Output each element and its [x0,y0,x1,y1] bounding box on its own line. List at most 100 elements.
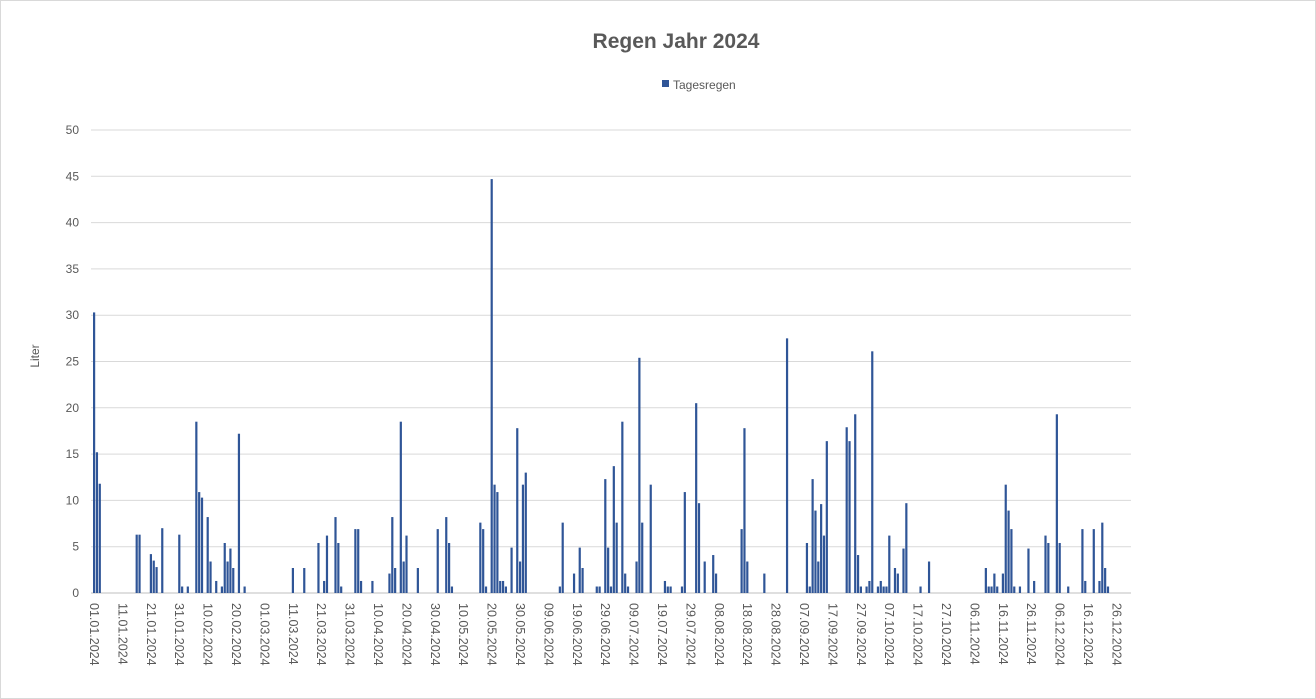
bar: 31.01: 6.3 [178,534,181,593]
bar: 31.05: 11.7 [521,484,525,593]
bar: 08.02: 10.3 [200,497,204,593]
x-tick-label: 20.05.2024 [485,603,499,666]
bar: 06.07: 2.1 [624,573,627,593]
bar: 13.11: 2.1 [993,573,996,593]
y-tick-label: 10 [66,493,80,507]
bar: 20.04: 6.2 [405,535,408,593]
bar: 03.08: 3.4 [703,561,706,593]
bar: 03.04: 6.9 [357,529,360,593]
bar: 22.11: 0.7 [1018,586,1022,593]
x-tick-label: 27.10.2024 [939,603,953,666]
bar: 15.09: 16.4 [825,441,828,593]
y-tick-label: 15 [66,447,80,461]
bar: 02.04: 6.9 [354,529,357,593]
bar: 10.10: 2.1 [896,573,899,593]
x-tick-label: 19.07.2024 [655,603,669,666]
bar: 20.07: 1.3 [663,580,667,593]
x-tick-label: 21.03.2024 [314,603,328,666]
x-tick-label: 27.09.2024 [854,603,868,666]
y-tick-label: 0 [72,586,79,600]
bar: 06.12: 5.4 [1058,542,1061,593]
bar: 14.12: 6.9 [1081,529,1084,593]
bar: 26.07: 0.7 [680,586,684,593]
bar: 19.02: 2.7 [232,567,235,593]
bar: 28.03: 0.7 [340,586,343,593]
bar: 06.05: 0.7 [450,586,454,593]
bar: 10.09: 12.3 [811,479,814,593]
chart-title: Regen Jahr 2024 [593,30,760,53]
bar: 18.08: 3.4 [746,561,749,593]
bar: 01.12: 6.2 [1044,535,1047,593]
bar: 07.07: 0.7 [626,586,630,593]
bar: 20.12: 1.3 [1098,580,1101,593]
y-tick-label: 30 [66,308,80,322]
bar: 25.11: 4.8 [1027,548,1030,593]
bar: 16.08: 6.9 [740,529,743,593]
bar: 11.03: 2.7 [291,567,294,593]
x-tick-label: 06.11.2024 [967,603,981,665]
bar: 22.09: 17.9 [845,427,848,593]
x-tick-label: 09.07.2024 [627,603,641,666]
bar: 30.06: 4.9 [607,547,610,593]
x-tick-label: 28.08.2024 [769,603,783,666]
bar: 12.07: 7.6 [641,522,644,593]
y-tick-label: 20 [66,401,80,415]
bar: 03.01: 11.8 [98,483,101,593]
bar: 10.02: 8.2 [206,517,209,593]
bar: 21.02: 17.2 [237,433,241,593]
bar: 16.01: 6.3 [135,534,138,593]
bar: 23.01: 2.8 [155,567,158,593]
bar: 29.09: 0.7 [865,586,868,593]
bar: 16.05: 7.6 [479,522,482,593]
bar: 02.12: 5.4 [1047,542,1050,593]
bar: 11.09: 8.9 [814,510,817,593]
bar: 01.07: 0.7 [609,586,613,593]
x-tick-label: 30.05.2024 [513,603,527,666]
bar: 30.09: 1.3 [868,580,871,593]
x-tick-label: 17.10.2024 [911,603,925,666]
bar: 06.10: 0.7 [885,586,888,593]
x-tick-label: 01.03.2024 [257,603,271,666]
bar: 10.07: 3.4 [635,561,638,593]
bar: 06.02: 18.5 [195,421,198,593]
bar: 20.05: 44.7 [490,179,493,593]
bar: 14.06: 7.6 [561,522,564,593]
bar: 26.09: 4.1 [856,555,860,593]
bar: 14.11: 0.7 [996,586,999,593]
x-tick-label: 10.04.2024 [371,603,385,666]
y-axis-label: Liter [28,344,42,367]
bar: 17.08: 17.8 [743,428,746,593]
y-tick-label: 40 [66,216,80,230]
x-tick-label: 16.12.2024 [1081,603,1095,666]
bar: 23.05: 1.3 [499,580,502,593]
bar: 29.05: 17.8 [516,428,519,593]
bar: 03.02: 0.7 [186,586,189,593]
bar: 24.05: 1.3 [501,580,505,593]
bar: 17.02: 3.4 [226,561,229,593]
bar: 21.05: 11.7 [493,484,496,593]
bar: 21.10: 3.4 [927,561,931,593]
legend-label: Tagesregen [673,78,736,92]
bar: 22.05: 10.9 [496,492,499,593]
bar: 18.05: 0.7 [484,586,488,593]
bar: 13.06: 0.7 [558,586,561,593]
bar: 14.04: 2.1 [388,573,391,593]
x-tick-label: 20.02.2024 [229,603,243,666]
bar: 20.03: 5.4 [317,542,320,593]
bar: 16.04: 2.7 [394,567,397,593]
bar: 13.10: 9.7 [905,503,908,593]
bar: 25.05: 0.7 [504,586,507,593]
bar: 15.12: 1.3 [1084,580,1087,593]
bar: 05.05: 5.4 [448,542,451,593]
x-tick-label: 06.12.2024 [1053,603,1067,666]
bar: 04.10: 1.3 [879,580,882,593]
bar: 09.12: 0.7 [1067,586,1070,593]
bar: 07.10: 6.2 [888,535,891,593]
bar: 13.02: 1.3 [215,580,218,593]
bar: 04.05: 8.2 [445,517,448,593]
bar: 05.10: 0.7 [882,586,885,593]
bar: 18.04: 18.5 [399,421,402,593]
bar: 21.12: 7.6 [1101,522,1104,593]
bar: 27.03: 5.4 [337,542,340,593]
bar: 21.07: 0.7 [666,586,669,593]
